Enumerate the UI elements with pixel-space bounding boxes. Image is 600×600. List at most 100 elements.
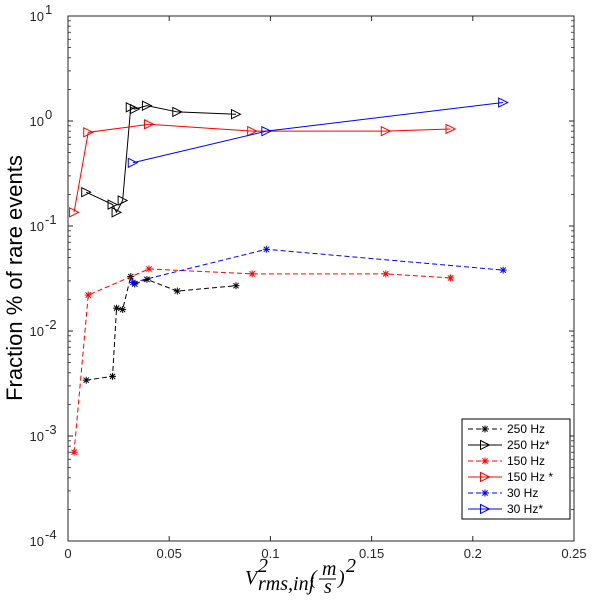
legend: 250 Hz 250 Hz* 150 Hz 150 Hz * 30 Hz 30 Hz* — [461, 418, 571, 520]
svg-text:V: V — [245, 567, 260, 589]
data-point — [145, 265, 153, 273]
data-point — [232, 282, 240, 290]
legend-entry: 150 Hz * — [468, 470, 553, 484]
data-point — [481, 489, 489, 497]
data-point — [380, 125, 392, 137]
legend-label: 150 Hz * — [507, 470, 553, 484]
data-point — [83, 127, 94, 138]
x-label-base: V — [245, 567, 260, 589]
x-label-paren-close: ) — [337, 567, 345, 589]
series-line — [86, 275, 237, 381]
y-tick-exp: -1 — [45, 212, 57, 227]
series-5 — [127, 97, 509, 169]
x-tick-label: 0.25 — [561, 546, 586, 561]
data-point — [481, 425, 489, 433]
legend-box — [461, 418, 571, 520]
data-point — [70, 448, 78, 456]
data-point — [172, 106, 183, 118]
data-point — [445, 123, 457, 135]
data-point — [262, 245, 270, 253]
data-point — [480, 439, 491, 451]
x-axis-label: V 2 rms,inj ( m s ) 2 — [245, 555, 356, 598]
svg-text:2: 2 — [258, 555, 268, 577]
data-point — [69, 207, 80, 218]
data-point — [447, 274, 455, 282]
series-3 — [69, 119, 457, 218]
data-point — [107, 199, 119, 210]
data-point — [117, 195, 129, 206]
legend-label: 250 Hz* — [507, 438, 550, 452]
legend-entry: 250 Hz* — [468, 438, 550, 452]
data-point — [261, 125, 272, 137]
y-tick-exp: -3 — [45, 422, 57, 437]
x-tick-label: 0.15 — [359, 546, 384, 561]
y-tick-base: 10 — [30, 114, 44, 129]
svg-text:m: m — [322, 558, 336, 580]
legend-entry: 30 Hz* — [468, 502, 543, 516]
x-label-frac-num: m — [322, 558, 336, 580]
legend-entry: 250 Hz — [468, 422, 545, 436]
legend-entry: 30 Hz — [468, 486, 538, 500]
svg-text:(: ( — [310, 567, 318, 589]
data-point — [173, 287, 181, 295]
data-point — [248, 270, 256, 278]
y-tick-label: 10 -3 — [30, 422, 57, 444]
x-label-sup2: 2 — [346, 555, 356, 577]
data-point — [119, 306, 127, 314]
y-tick-base: 10 — [30, 9, 44, 24]
data-point — [247, 125, 258, 137]
svg-text:2: 2 — [346, 555, 356, 577]
y-tick-base: 10 — [30, 534, 44, 549]
legend-label: 150 Hz — [507, 454, 545, 468]
data-point — [498, 97, 509, 108]
svg-text:rms,inj: rms,inj — [258, 573, 315, 595]
svg-text:s: s — [324, 576, 332, 598]
x-tick-label: 0.05 — [157, 546, 182, 561]
axis-ticks — [67, 15, 575, 542]
data-point — [230, 108, 242, 120]
x-label-frac-den: s — [324, 576, 332, 598]
x-label-sub: rms,inj — [258, 573, 315, 595]
series-line — [132, 102, 504, 164]
data-point — [129, 278, 137, 286]
series-line — [73, 268, 451, 453]
y-tick-exp: -4 — [45, 527, 57, 542]
series-line — [73, 123, 451, 213]
legend-label: 30 Hz — [507, 486, 538, 500]
data-point — [499, 266, 507, 274]
data-point — [82, 376, 90, 384]
legend-label: 250 Hz — [507, 422, 545, 436]
y-tick-exp: 1 — [45, 2, 52, 17]
data-point — [480, 471, 491, 483]
data-point — [480, 503, 491, 515]
y-axis-label: Fraction % of rare events — [2, 155, 27, 401]
data-point — [141, 100, 153, 111]
data-point — [481, 457, 489, 465]
legend-entry: 150 Hz — [468, 454, 545, 468]
y-tick-exp: -2 — [45, 317, 57, 332]
legend-label: 30 Hz* — [507, 502, 543, 516]
data-point — [143, 119, 155, 130]
x-label-sup: 2 — [258, 555, 268, 577]
x-label-paren-open: ( — [310, 567, 318, 589]
series-2 — [70, 265, 455, 456]
x-tick-label: 0.1 — [261, 546, 279, 561]
y-tick-label: 10 -2 — [30, 317, 57, 339]
x-tick-label: 0 — [64, 546, 71, 561]
svg-text:): ) — [337, 567, 345, 589]
y-tick-exp: 0 — [45, 107, 52, 122]
series-layer — [69, 97, 509, 456]
series-1 — [81, 100, 242, 218]
y-tick-label: 10 1 — [30, 2, 53, 24]
y-tick-base: 10 — [30, 429, 44, 444]
data-point — [81, 186, 92, 198]
data-point — [84, 291, 92, 299]
y-tick-base: 10 — [30, 324, 44, 339]
y-tick-label: 10 -4 — [30, 527, 57, 549]
y-tick-label: 10 0 — [30, 107, 53, 129]
y-tick-base: 10 — [30, 219, 44, 234]
data-point — [113, 304, 121, 312]
data-point — [111, 207, 123, 218]
